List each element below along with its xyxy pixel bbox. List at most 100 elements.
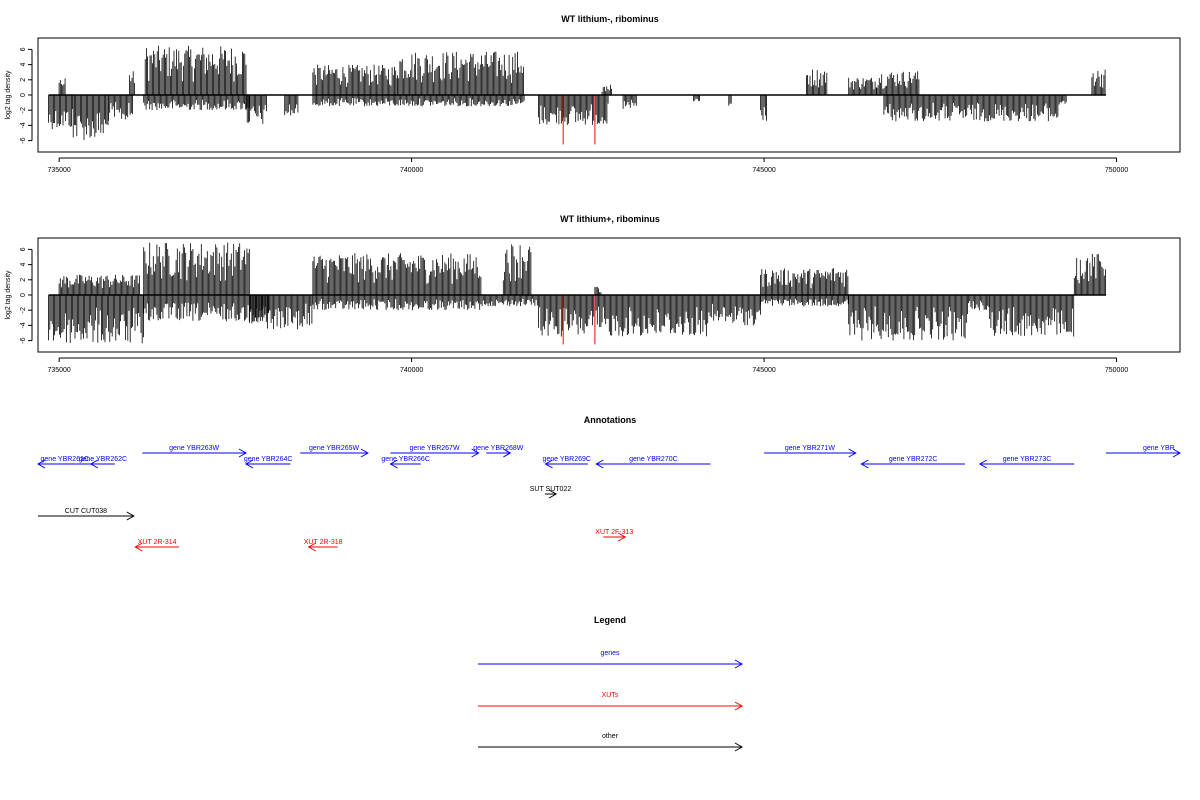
xut-feature-label: XUT 2R-314	[138, 539, 177, 546]
gene-feature	[978, 459, 1075, 469]
gene-feature-label: gene YBR262C	[79, 456, 128, 463]
y-axis-label: log2 tag density	[5, 70, 12, 120]
gene-feature-label: gene YBR263W	[169, 445, 219, 452]
gene-feature	[244, 459, 291, 469]
gene-feature-label: gene YBR261C	[41, 456, 90, 463]
coverage-panel-lithium-minus: WT lithium-, ribominus -6 -4 -2 0 2 4 6 log2 tag…	[5, 14, 1181, 174]
plot-frame	[37, 37, 1181, 153]
plot-frame	[37, 237, 1181, 353]
x-tick-label: 745000	[752, 367, 775, 374]
chart-title: WT lithium-, ribominus	[561, 14, 659, 24]
chart-title: WT lithium+, ribominus	[560, 214, 660, 224]
gene-feature-label: gene YBR271W	[785, 445, 835, 452]
arrow-head	[36, 459, 46, 469]
x-tick-label: 750000	[1105, 167, 1128, 174]
y-tick-label: 4	[20, 63, 27, 67]
arrow-head	[244, 459, 254, 469]
arrow-head	[360, 448, 369, 458]
gene-feature-label: gene YBR273C	[1003, 456, 1052, 463]
gene-feature	[36, 459, 92, 469]
gene-feature-label: gene YBR265W	[309, 445, 359, 452]
bar-series	[48, 242, 1106, 345]
x-tick-label: 735000	[47, 367, 70, 374]
arrow-head	[734, 659, 744, 669]
arrow-head	[734, 742, 744, 752]
y-tick-label: -6	[20, 337, 27, 343]
legend-label: genes	[600, 650, 620, 657]
gene-feature-label: gene YBR266C	[381, 456, 430, 463]
arrow-head	[126, 511, 135, 521]
legend-label: XUTs	[602, 692, 619, 699]
gene-feature	[764, 448, 857, 458]
arrow-head	[503, 448, 512, 458]
y-tick-label: -4	[20, 322, 27, 328]
gene-feature-label: gene YBR	[1143, 445, 1175, 452]
bar-series	[48, 45, 1106, 145]
y-tick-label: -2	[20, 307, 27, 313]
y-axis: -6 -4 -2 0 2 4 6 log2 tag density	[5, 247, 33, 344]
y-tick-label: 2	[20, 278, 27, 282]
arrow-head	[89, 459, 99, 469]
y-tick-label: 6	[20, 47, 27, 51]
annotations-title: Annotations	[584, 415, 637, 425]
arrow-head	[860, 459, 869, 469]
arrow-head	[848, 448, 857, 458]
xut-feature-label: XUT 2F-313	[595, 529, 633, 536]
other-feature-label: CUT CUT038	[65, 508, 107, 515]
y-tick-label: 6	[20, 247, 27, 251]
gene-feature	[142, 448, 247, 458]
gene-feature	[486, 448, 512, 458]
xut-feature	[134, 542, 179, 552]
x-axis: 735000 740000 745000 750000	[47, 357, 1128, 374]
gene-feature-label: gene YBR272C	[889, 456, 938, 463]
legend-title: Legend	[594, 615, 626, 625]
x-tick-label: 745000	[752, 167, 775, 174]
y-tick-label: 0	[20, 293, 27, 297]
gene-feature	[300, 448, 369, 458]
legend-arrow	[478, 701, 744, 711]
arrow-head	[978, 459, 988, 469]
xut-feature-label: XUT 2R-318	[304, 539, 343, 546]
y-tick-label: 2	[20, 78, 27, 82]
gene-feature-label: gene YBR270C	[629, 456, 678, 463]
x-tick-label: 750000	[1105, 367, 1128, 374]
gene-feature-label: gene YBR269C	[542, 456, 591, 463]
coverage-panel-lithium-plus: WT lithium+, ribominus -6 -4 -2 0 2 4 6 log2 tag…	[5, 214, 1181, 374]
arrow-head	[238, 448, 247, 458]
gene-feature	[860, 459, 965, 469]
arrow-head	[595, 459, 604, 469]
y-axis-label: log2 tag density	[5, 270, 12, 320]
other-feature	[38, 511, 135, 521]
legend-label: other	[602, 733, 619, 740]
x-tick-label: 735000	[47, 167, 70, 174]
y-tick-label: -2	[20, 107, 27, 113]
arrow-head	[544, 459, 553, 469]
xut-feature	[307, 542, 338, 552]
gene-feature	[595, 459, 711, 469]
y-tick-label: -6	[20, 137, 27, 143]
arrow-head	[471, 448, 480, 458]
gene-feature	[89, 459, 115, 469]
arrow-head	[617, 532, 627, 542]
legend-arrow	[478, 742, 744, 752]
other-feature	[544, 489, 558, 499]
x-tick-label: 740000	[400, 167, 423, 174]
x-axis: 735000 740000 745000 750000	[47, 157, 1128, 174]
y-axis: -6 -4 -2 0 2 4 6 log2 tag density	[5, 47, 33, 144]
gene-feature-label: gene YBR268W	[473, 445, 523, 452]
gene-feature	[390, 448, 480, 458]
x-tick-label: 740000	[400, 367, 423, 374]
legend-panel: Legend genes XUTs other	[478, 615, 744, 752]
gene-feature	[544, 459, 588, 469]
y-tick-label: -4	[20, 122, 27, 128]
gene-feature	[1105, 448, 1182, 458]
gene-feature	[389, 459, 421, 469]
legend-arrow	[478, 659, 744, 669]
y-tick-label: 0	[20, 93, 27, 97]
arrow-head	[134, 542, 143, 552]
xut-feature	[603, 532, 627, 542]
arrow-head	[734, 701, 744, 711]
gene-feature-label: gene YBR264C	[244, 456, 293, 463]
